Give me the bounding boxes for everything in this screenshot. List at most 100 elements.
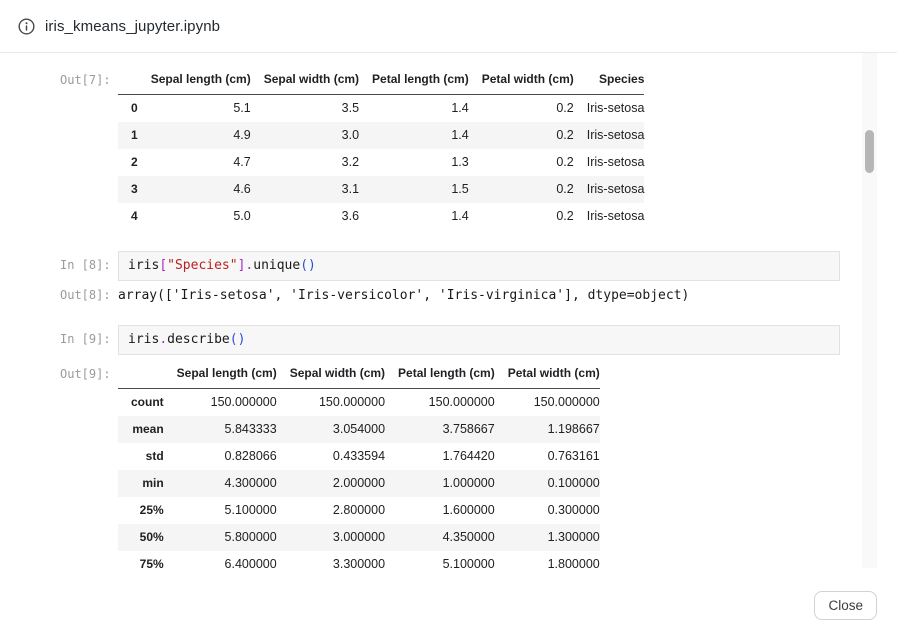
table-cell: 5.800000: [224, 530, 277, 544]
row-index: 25%: [139, 503, 164, 517]
row-index: 2: [131, 155, 138, 169]
table-header-row: Sepal length (cm) Sepal width (cm) Petal…: [118, 66, 645, 95]
table-cell: 3.758667: [442, 422, 495, 436]
table-cell: 150.000000: [533, 395, 600, 409]
column-header: Petal length (cm): [359, 66, 469, 95]
array-output-text: array(['Iris-setosa', 'Iris-versicolor',…: [118, 288, 690, 303]
table-cell: 0.100000: [547, 476, 600, 490]
output-prompt: Out[8]:: [60, 288, 111, 302]
row-index: 3: [131, 182, 138, 196]
input-prompt: In [8]:: [60, 258, 111, 272]
column-header: Petal width (cm): [468, 66, 574, 95]
table-cell: Iris-setosa: [586, 101, 645, 115]
output-cell-8: Out[8]: array(['Iris-setosa', 'Iris-vers…: [60, 287, 897, 305]
table-header-row: Sepal length (cm) Sepal width (cm) Petal…: [118, 360, 600, 389]
index-column-header: [118, 360, 164, 389]
row-index: 75%: [139, 557, 164, 568]
table-cell: 1.764420: [442, 449, 495, 463]
table-cell: 150.000000: [210, 395, 277, 409]
output-prompt: Out[9]:: [60, 367, 111, 381]
output-prompt: Out[7]:: [60, 73, 111, 87]
dialog-footer: Close: [0, 568, 897, 643]
column-header: Sepal width (cm): [276, 360, 386, 389]
table-cell: 0.2: [556, 182, 574, 196]
table-row: 50% 5.800000 3.000000 4.350000 1.300000: [118, 524, 600, 551]
table-cell: 1.198667: [547, 422, 600, 436]
table-cell: 2.800000: [332, 503, 386, 517]
table-cell: 150.000000: [428, 395, 495, 409]
table-cell: 3.5: [341, 101, 360, 115]
table-cell: 2.000000: [332, 476, 386, 490]
table-row: 3 4.6 3.1 1.5 0.2 Iris-setosa: [118, 176, 645, 203]
row-index: 0: [131, 101, 138, 115]
table-cell: 1.4: [451, 209, 469, 223]
code-token: ): [237, 332, 246, 347]
table-cell: Iris-setosa: [586, 182, 645, 196]
table-cell: 4.9: [233, 128, 251, 142]
table-cell: 0.2: [556, 128, 574, 142]
table-cell: 1.600000: [442, 503, 495, 517]
table-cell: 5.100000: [442, 557, 495, 568]
table-row: std 0.828066 0.433594 1.764420 0.763161: [118, 443, 600, 470]
table-cell: 5.843333: [224, 422, 277, 436]
table-cell: 0.763161: [547, 449, 600, 463]
table-cell: 5.0: [233, 209, 251, 223]
table-row: mean 5.843333 3.054000 3.758667 1.198667: [118, 416, 600, 443]
table-cell: 3.6: [341, 209, 360, 223]
code-token: [: [159, 258, 168, 273]
table-cell: 6.400000: [224, 557, 277, 568]
table-row: 75% 6.400000 3.300000 5.100000 1.800000: [118, 551, 600, 568]
table-cell: 1.000000: [442, 476, 495, 490]
table-cell: Iris-setosa: [586, 155, 645, 169]
table-cell: 1.4: [451, 101, 469, 115]
table-row: min 4.300000 2.000000 1.000000 0.100000: [118, 470, 600, 497]
column-header: Petal length (cm): [385, 360, 495, 389]
row-index: 50%: [139, 530, 164, 544]
code-cell-8: In [8]: iris["Species"].unique(): [60, 251, 897, 281]
code-editor: iris["Species"].unique(): [118, 251, 840, 281]
row-index: count: [131, 395, 164, 409]
row-index: mean: [132, 422, 164, 436]
table-cell: 3.054000: [332, 422, 386, 436]
output-cell-9: Out[9]: Sepal length (cm) Sepal width (c…: [60, 360, 897, 568]
info-icon: [18, 17, 35, 35]
table-cell: 1.4: [451, 128, 469, 142]
table-cell: 4.6: [233, 182, 251, 196]
table-cell: 1.3: [451, 155, 469, 169]
code-token: iris: [128, 258, 160, 273]
table-row: count 150.000000 150.000000 150.000000 1…: [118, 389, 600, 417]
table-cell: Iris-setosa: [586, 128, 645, 142]
column-header: Sepal width (cm): [250, 66, 360, 95]
column-header: Sepal length (cm): [137, 66, 251, 95]
table-cell: 5.1: [233, 101, 251, 115]
code-token: unique: [253, 258, 301, 273]
scrollbar-thumb[interactable]: [865, 130, 874, 173]
table-cell: 1.300000: [547, 530, 600, 544]
table-cell: 1.800000: [547, 557, 600, 568]
iris-describe-table: Sepal length (cm) Sepal width (cm) Petal…: [118, 360, 600, 568]
table-cell: 0.2: [556, 209, 574, 223]
table-cell: 5.100000: [224, 503, 277, 517]
code-cell-9: In [9]: iris.describe(): [60, 325, 897, 355]
table-row: 4 5.0 3.6 1.4 0.2 Iris-setosa: [118, 203, 644, 230]
table-cell: Iris-setosa: [586, 209, 645, 223]
table-row: 1 4.9 3.0 1.4 0.2 Iris-setosa: [118, 122, 645, 149]
code-token: ]: [237, 258, 246, 273]
input-prompt: In [9]:: [60, 332, 111, 346]
table-cell: 150.000000: [318, 395, 386, 409]
dialog-title: iris_kmeans_jupyter.ipynb: [45, 17, 221, 35]
table-cell: 3.300000: [332, 557, 386, 568]
code-token: .: [245, 258, 254, 273]
code-editor: iris.describe(): [118, 325, 840, 355]
close-button[interactable]: Close: [814, 591, 877, 620]
table-cell: 0.2: [556, 101, 574, 115]
notebook-preview: Out[7]: Sepal length (cm) Sepal width (c…: [0, 53, 897, 568]
table-row: 2 4.7 3.2 1.3 0.2 Iris-setosa: [118, 149, 644, 176]
table-cell: 1.5: [451, 182, 469, 196]
code-token: (: [300, 258, 309, 273]
code-token: "Species": [167, 258, 238, 273]
column-header: Species: [573, 66, 645, 95]
table-cell: 4.300000: [224, 476, 277, 490]
scrollbar-track[interactable]: [862, 53, 877, 568]
